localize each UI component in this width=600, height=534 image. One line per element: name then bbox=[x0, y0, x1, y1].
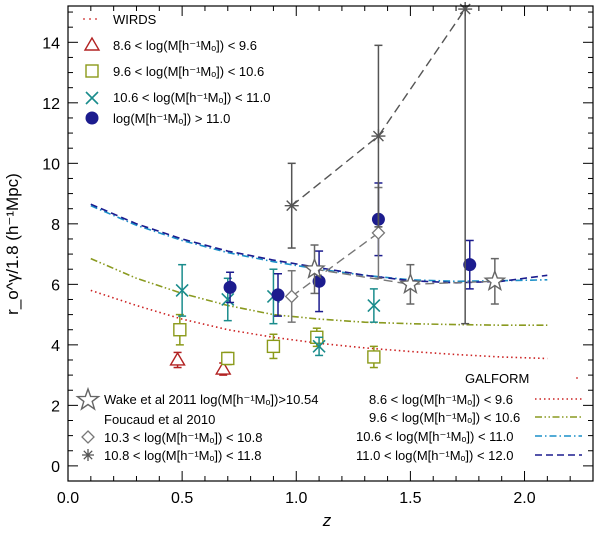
square-point bbox=[221, 351, 235, 366]
star-marker bbox=[483, 269, 507, 292]
y-tick-label: 4 bbox=[51, 338, 60, 355]
legend-bottom-right: GALFORM 8.6 < log(M[h⁻¹Mₒ]) < 9.6 9.6 < … bbox=[356, 371, 582, 463]
circle-point bbox=[463, 239, 477, 290]
y-tick-label: 6 bbox=[51, 277, 60, 294]
legend-star-icon bbox=[75, 386, 101, 411]
asterisk-marker bbox=[371, 129, 386, 144]
square-marker bbox=[266, 339, 281, 354]
x-tick-label: 0.0 bbox=[57, 490, 79, 507]
y-tick-label: 12 bbox=[42, 96, 60, 113]
legend-foucaud-1: 10.3 < log(M[h⁻¹Mₒ]) < 10.8 bbox=[104, 430, 262, 445]
y-axis-title: r_o^γ/1.8 (h⁻¹Mpc) bbox=[3, 173, 22, 315]
x-tick-label: 1.0 bbox=[285, 490, 307, 507]
x-point bbox=[312, 336, 326, 357]
axis-ticks: 0.0 0.5 1.0 1.5 2.0 0 2 4 6 8 10 12 14 bbox=[42, 6, 593, 507]
y-tick-label: 10 bbox=[42, 156, 60, 173]
legend-x-icon bbox=[85, 91, 99, 105]
connecting-lines bbox=[291, 8, 495, 297]
star-point bbox=[483, 257, 507, 305]
legend-galform-entry-3: 10.6 < log(M[h⁻¹Mₒ]) < 11.0 bbox=[356, 429, 514, 444]
x-tick-label: 2.0 bbox=[513, 490, 535, 507]
square-point bbox=[367, 345, 381, 369]
square-marker bbox=[367, 350, 381, 364]
legend-circle-icon bbox=[85, 111, 99, 125]
x-marker bbox=[221, 292, 235, 307]
circle-point bbox=[223, 271, 237, 304]
legend-wake: Wake et al 2011 log(M[h⁻¹Mₒ])>10.54 bbox=[104, 392, 318, 407]
legend-asterisk-icon bbox=[82, 449, 94, 461]
triangle-point bbox=[169, 351, 186, 369]
legend-top-entry-3: 10.6 < log(M[h⁻¹Mₒ]) < 11.0 bbox=[113, 90, 271, 105]
circle-point bbox=[312, 250, 326, 313]
legend-top-wirds-swatch bbox=[83, 18, 97, 20]
x-marker bbox=[312, 339, 326, 353]
square-marker bbox=[173, 323, 187, 337]
star-point bbox=[303, 244, 326, 295]
y-tick-label: 2 bbox=[51, 398, 60, 415]
square-point bbox=[173, 313, 187, 346]
diamond-marker bbox=[371, 225, 386, 240]
connect-line-2 bbox=[291, 232, 379, 297]
asterisk-point bbox=[284, 162, 299, 249]
y-tick-label: 0 bbox=[51, 459, 60, 476]
circle-marker bbox=[223, 280, 237, 294]
legend-galform-entry-4: 11.0 < log(M[h⁻¹Mₒ]) < 12.0 bbox=[356, 448, 514, 463]
legend-foucaud: Foucaud et al 2010 bbox=[104, 412, 215, 427]
star-marker bbox=[399, 272, 422, 295]
circle-point bbox=[271, 273, 285, 317]
legend-diamond-icon bbox=[81, 430, 95, 444]
asterisk-point bbox=[371, 44, 386, 228]
legend-top-entry-1: 8.6 < log(M[h⁻¹Mₒ]) < 9.6 bbox=[113, 38, 257, 53]
x-point bbox=[367, 288, 381, 323]
square-marker bbox=[221, 351, 235, 366]
legend-top-title: WIRDS bbox=[113, 12, 157, 27]
triangle-marker bbox=[169, 351, 186, 366]
plot-frame bbox=[67, 5, 594, 482]
legend-foucaud-2: 10.8 < log(M[h⁻¹Mₒ]) < 11.8 bbox=[104, 448, 262, 463]
galform-line-2 bbox=[90, 257, 548, 326]
diamond-marker bbox=[284, 289, 299, 304]
y-tick-label: 8 bbox=[51, 217, 60, 234]
x-marker bbox=[175, 283, 189, 297]
x-tick-label: 1.5 bbox=[399, 490, 421, 507]
legend-top: WIRDS 8.6 < log(M[h⁻¹Mₒ]) < 9.6 9.6 < lo… bbox=[83, 12, 271, 126]
legend-galform-entry-2: 9.6 < log(M[h⁻¹Mₒ]) < 10.6 bbox=[369, 410, 520, 425]
x-marker bbox=[367, 298, 381, 313]
diamond-point bbox=[284, 269, 299, 323]
connect-line-1 bbox=[314, 268, 495, 286]
asterisk-marker bbox=[284, 198, 299, 213]
triangle-marker bbox=[214, 360, 232, 375]
legend-square-icon bbox=[85, 64, 99, 78]
circle-marker bbox=[271, 288, 285, 302]
circle-marker bbox=[463, 258, 477, 272]
data-points bbox=[169, 2, 507, 376]
circle-marker bbox=[312, 274, 326, 288]
star-marker bbox=[303, 257, 326, 279]
legend-top-entry-4: log(M[h⁻¹Mₒ]) > 11.0 bbox=[113, 111, 230, 126]
y-tick-label: 14 bbox=[42, 35, 60, 52]
asterisk-marker bbox=[458, 2, 473, 17]
x-axis-title: z bbox=[322, 511, 332, 530]
legend-galform-title: GALFORM bbox=[465, 371, 529, 386]
x-tick-label: 0.5 bbox=[171, 490, 193, 507]
legend-galform-entry-1: 8.6 < log(M[h⁻¹Mₒ]) < 9.6 bbox=[369, 392, 513, 407]
legend-bottom-left: Wake et al 2011 log(M[h⁻¹Mₒ])>10.54 Fouc… bbox=[75, 386, 318, 463]
star-point bbox=[399, 263, 422, 305]
x-point bbox=[175, 263, 189, 317]
legend-top-entry-2: 9.6 < log(M[h⁻¹Mₒ]) < 10.6 bbox=[113, 64, 264, 79]
connect-line-3 bbox=[291, 8, 466, 207]
square-point bbox=[266, 333, 281, 360]
legend-triangle-icon bbox=[83, 36, 101, 51]
